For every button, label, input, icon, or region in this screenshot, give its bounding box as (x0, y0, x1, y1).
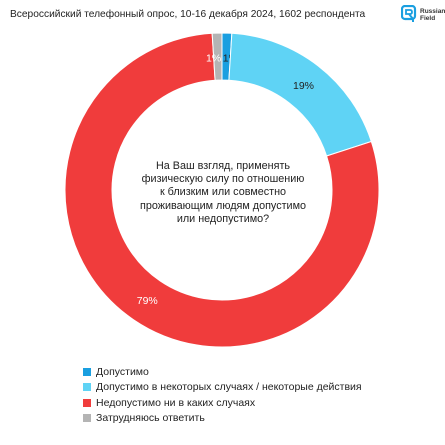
legend-label-acceptable: Допустимо (96, 365, 149, 378)
brand-logo: Russian Field (401, 5, 445, 27)
data-label-sometimes-acceptable: 19% (293, 80, 314, 92)
legend-item-acceptable: Допустимо (83, 364, 362, 380)
logo-text: Russian Field (420, 8, 445, 22)
legend-swatch-hard-to-say (83, 414, 91, 423)
legend-item-hard-to-say: Затрудняюсь ответить (83, 411, 362, 427)
chart-subtitle: Всероссийский телефонный опрос, 10-16 де… (10, 9, 366, 20)
legend-swatch-acceptable (83, 367, 91, 376)
legend-item-sometimes-acceptable: Допустимо в некоторых случаях / некоторы… (83, 380, 362, 396)
legend-label-sometimes-acceptable: Допустимо в некоторых случаях / некоторы… (96, 381, 362, 394)
donut-slice-sometimes-acceptable (228, 32, 372, 157)
chart-legend: Допустимо Допустимо в некоторых случаях /… (83, 364, 362, 426)
legend-swatch-never-acceptable (83, 398, 91, 407)
legend-label-never-acceptable: Недопустимо ни в каких случаях (96, 396, 256, 409)
chart-question: На Ваш взгляд, применять физическую силу… (140, 160, 307, 225)
legend-item-never-acceptable: Недопустимо ни в каких случаях (83, 395, 362, 411)
legend-label-hard-to-say: Затрудняюсь ответить (96, 412, 205, 425)
donut-slice-hard-to-say (211, 32, 223, 81)
data-label-hard-to-say: 1% (206, 52, 221, 64)
donut-slice-never-acceptable (64, 32, 380, 348)
russian-field-logo-icon (401, 5, 417, 22)
data-label-never-acceptable: 79% (137, 295, 158, 307)
legend-swatch-sometimes-acceptable (83, 383, 91, 392)
